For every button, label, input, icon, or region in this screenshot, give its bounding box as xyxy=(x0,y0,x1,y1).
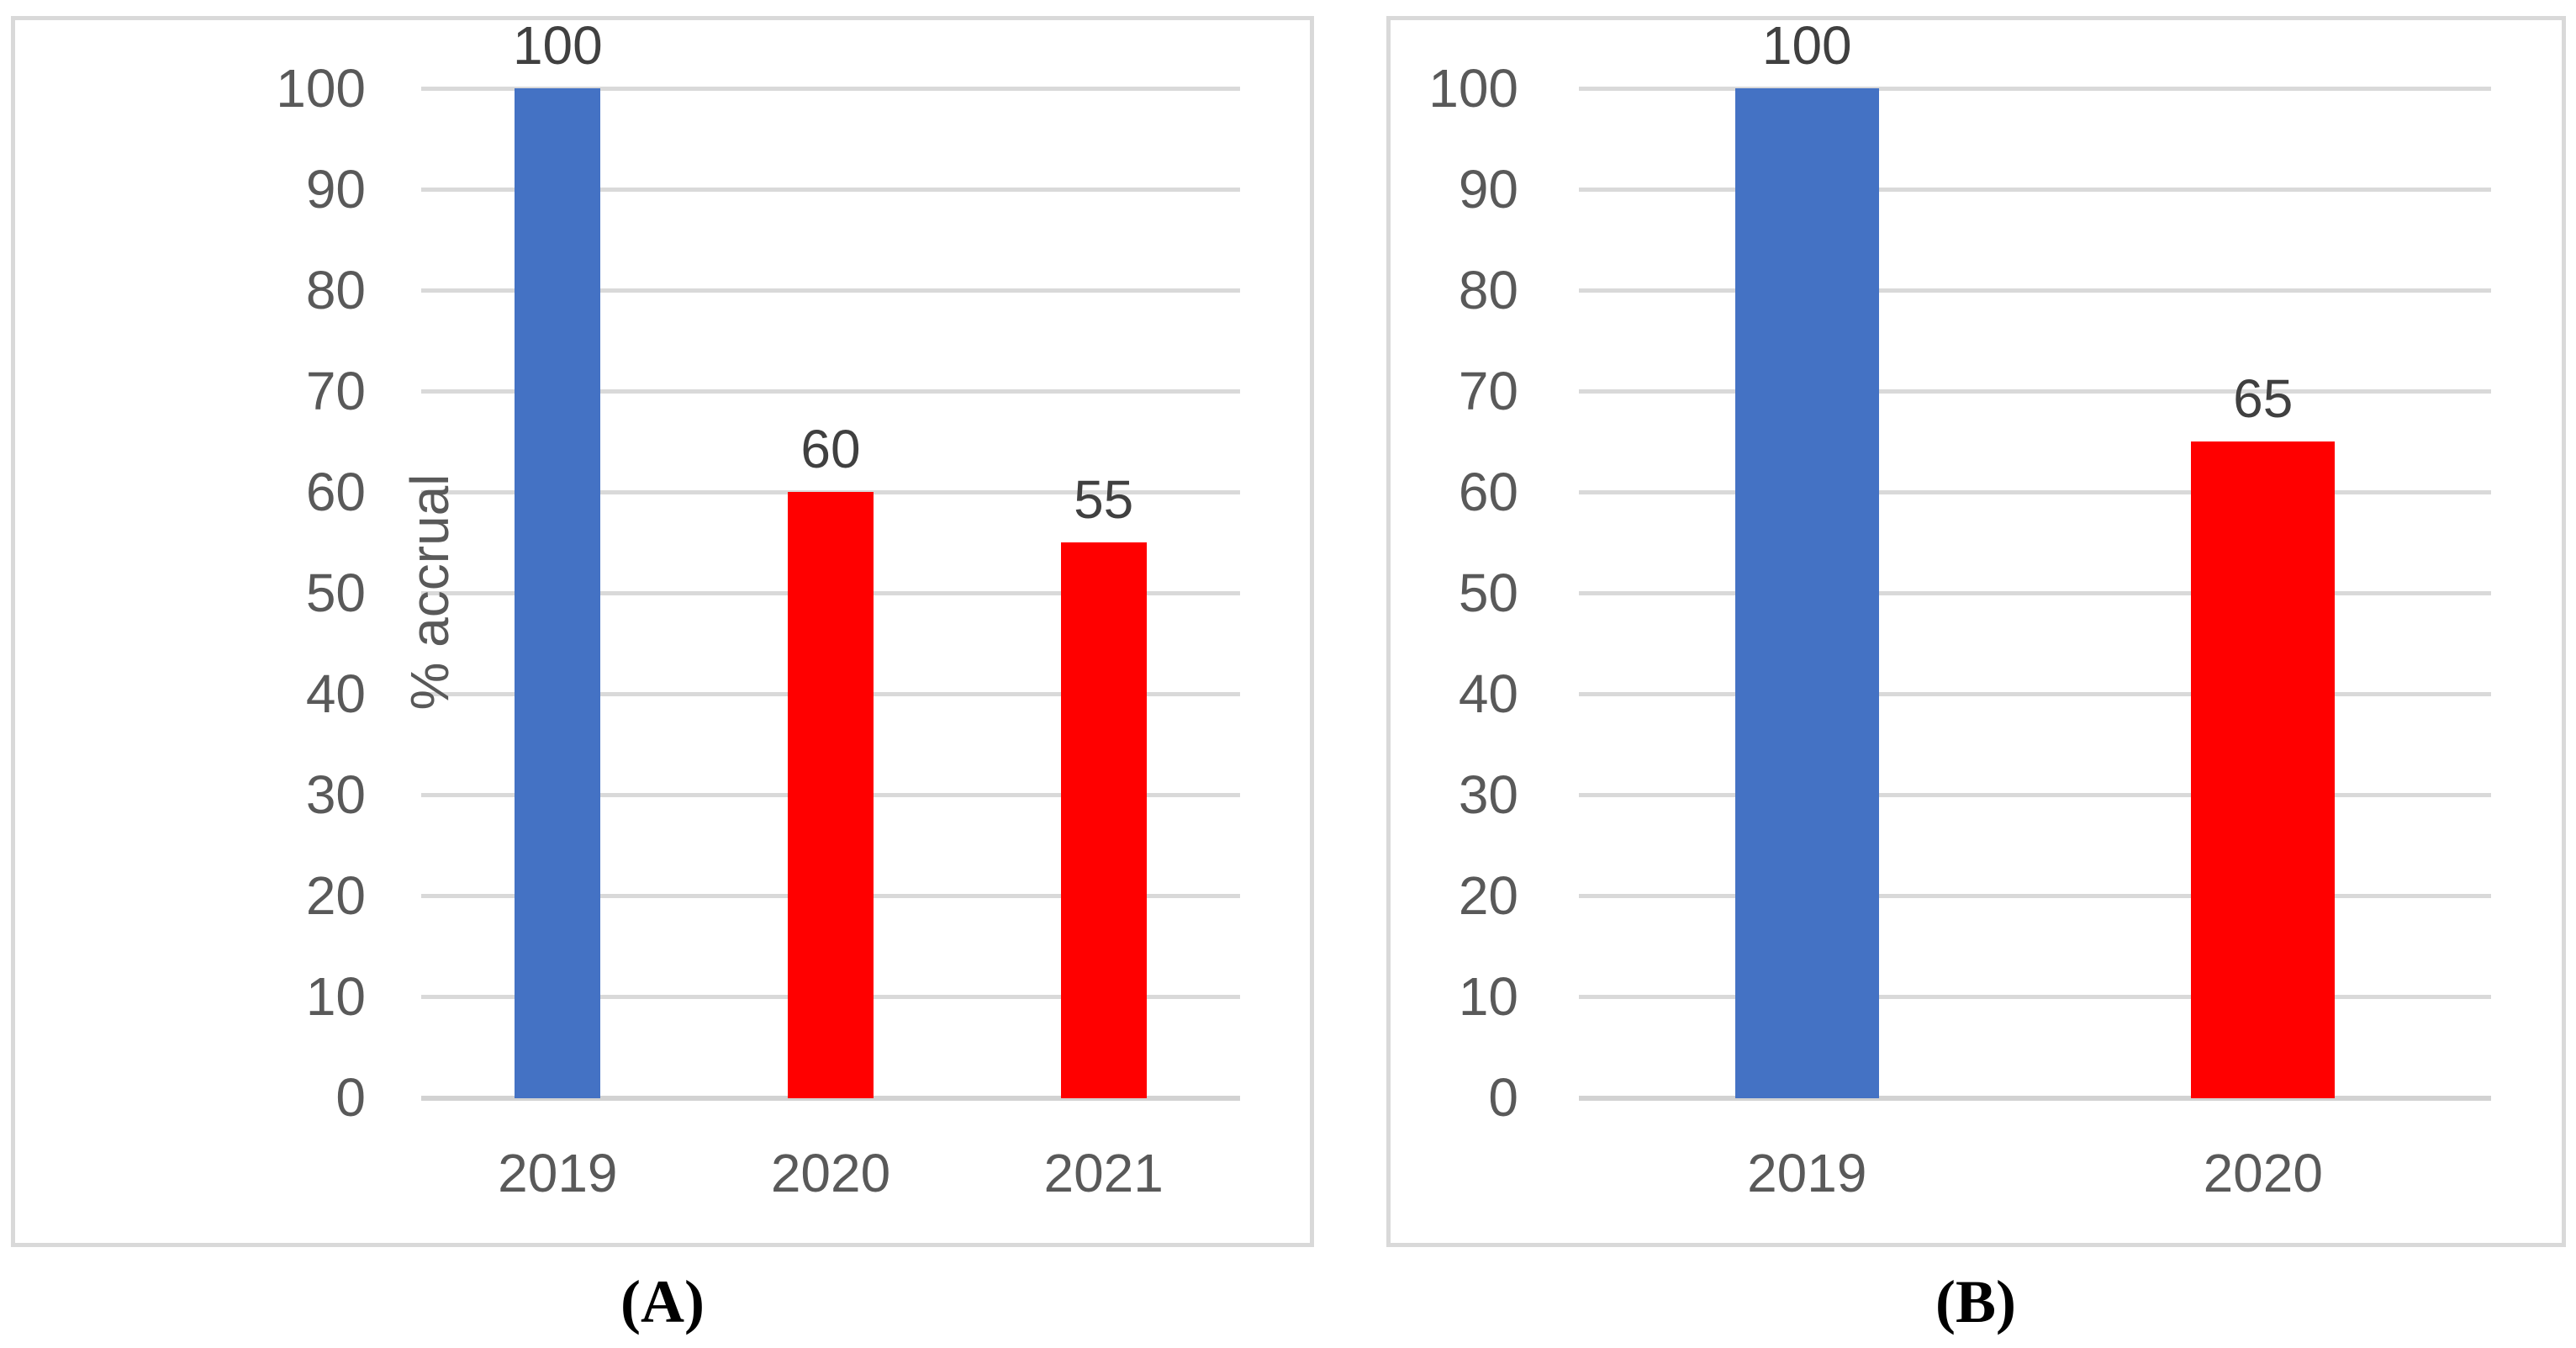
y-tick-label-50: 50 xyxy=(1458,563,1518,623)
x-category-label-2019: 2019 xyxy=(498,1143,618,1203)
gridline-100 xyxy=(421,87,1240,91)
gridline-30 xyxy=(1579,793,2491,797)
y-tick-label-40: 40 xyxy=(305,663,366,724)
bar-2020 xyxy=(2191,441,2336,1098)
gridline-90 xyxy=(1579,188,2491,192)
bar-2021 xyxy=(1060,542,1147,1098)
y-tick-label-70: 70 xyxy=(1458,361,1518,421)
x-category-label-2020: 2020 xyxy=(2203,1143,2323,1203)
y-tick-label-0: 0 xyxy=(335,1067,366,1128)
x-axis-line xyxy=(1579,1096,2491,1101)
gridline-40 xyxy=(1579,692,2491,696)
y-tick-label-100: 100 xyxy=(1428,58,1518,119)
x-category-label-2021: 2021 xyxy=(1043,1143,1164,1203)
panel-caption-a: (A) xyxy=(620,1268,705,1335)
x-category-label-2020: 2020 xyxy=(770,1143,891,1203)
gridline-20 xyxy=(1579,894,2491,898)
panel-caption-b: (B) xyxy=(1935,1268,2016,1335)
bar-2019 xyxy=(1734,88,1879,1098)
y-tick-label-50: 50 xyxy=(305,563,366,623)
y-tick-label-10: 10 xyxy=(305,966,366,1027)
gridline-80 xyxy=(421,288,1240,293)
y-tick-label-20: 20 xyxy=(1458,865,1518,926)
gridline-10 xyxy=(1579,995,2491,999)
y-tick-label-10: 10 xyxy=(1458,966,1518,1027)
y-tick-label-80: 80 xyxy=(305,260,366,320)
y-tick-label-80: 80 xyxy=(1458,260,1518,320)
data-label-2019: 100 xyxy=(1761,15,1852,76)
y-tick-label-60: 60 xyxy=(1458,462,1518,522)
y-tick-label-30: 30 xyxy=(305,764,366,825)
gridline-90 xyxy=(421,188,1240,192)
y-tick-label-60: 60 xyxy=(305,462,366,522)
y-axis-title: % accrual xyxy=(399,473,460,711)
y-tick-label-70: 70 xyxy=(305,361,366,421)
x-axis-line xyxy=(421,1096,1240,1101)
data-label-2019: 100 xyxy=(512,15,603,76)
bar-2019 xyxy=(515,88,601,1098)
gridline-80 xyxy=(1579,288,2491,293)
gridline-50 xyxy=(1579,591,2491,595)
gridline-70 xyxy=(1579,389,2491,394)
y-tick-label-90: 90 xyxy=(1458,159,1518,219)
gridline-100 xyxy=(1579,87,2491,91)
y-tick-label-100: 100 xyxy=(276,58,366,119)
y-tick-label-20: 20 xyxy=(305,865,366,926)
x-category-label-2019: 2019 xyxy=(1747,1143,1867,1203)
gridline-70 xyxy=(421,389,1240,394)
chart-panel-b xyxy=(1386,16,2566,1247)
gridline-60 xyxy=(1579,490,2491,494)
y-tick-label-30: 30 xyxy=(1458,764,1518,825)
data-label-2020: 65 xyxy=(2233,368,2294,429)
data-label-2020: 60 xyxy=(800,419,861,479)
bar-2020 xyxy=(788,492,874,1098)
y-tick-label-0: 0 xyxy=(1488,1067,1518,1128)
y-tick-label-90: 90 xyxy=(305,159,366,219)
data-label-2021: 55 xyxy=(1074,469,1134,530)
y-tick-label-40: 40 xyxy=(1458,663,1518,724)
